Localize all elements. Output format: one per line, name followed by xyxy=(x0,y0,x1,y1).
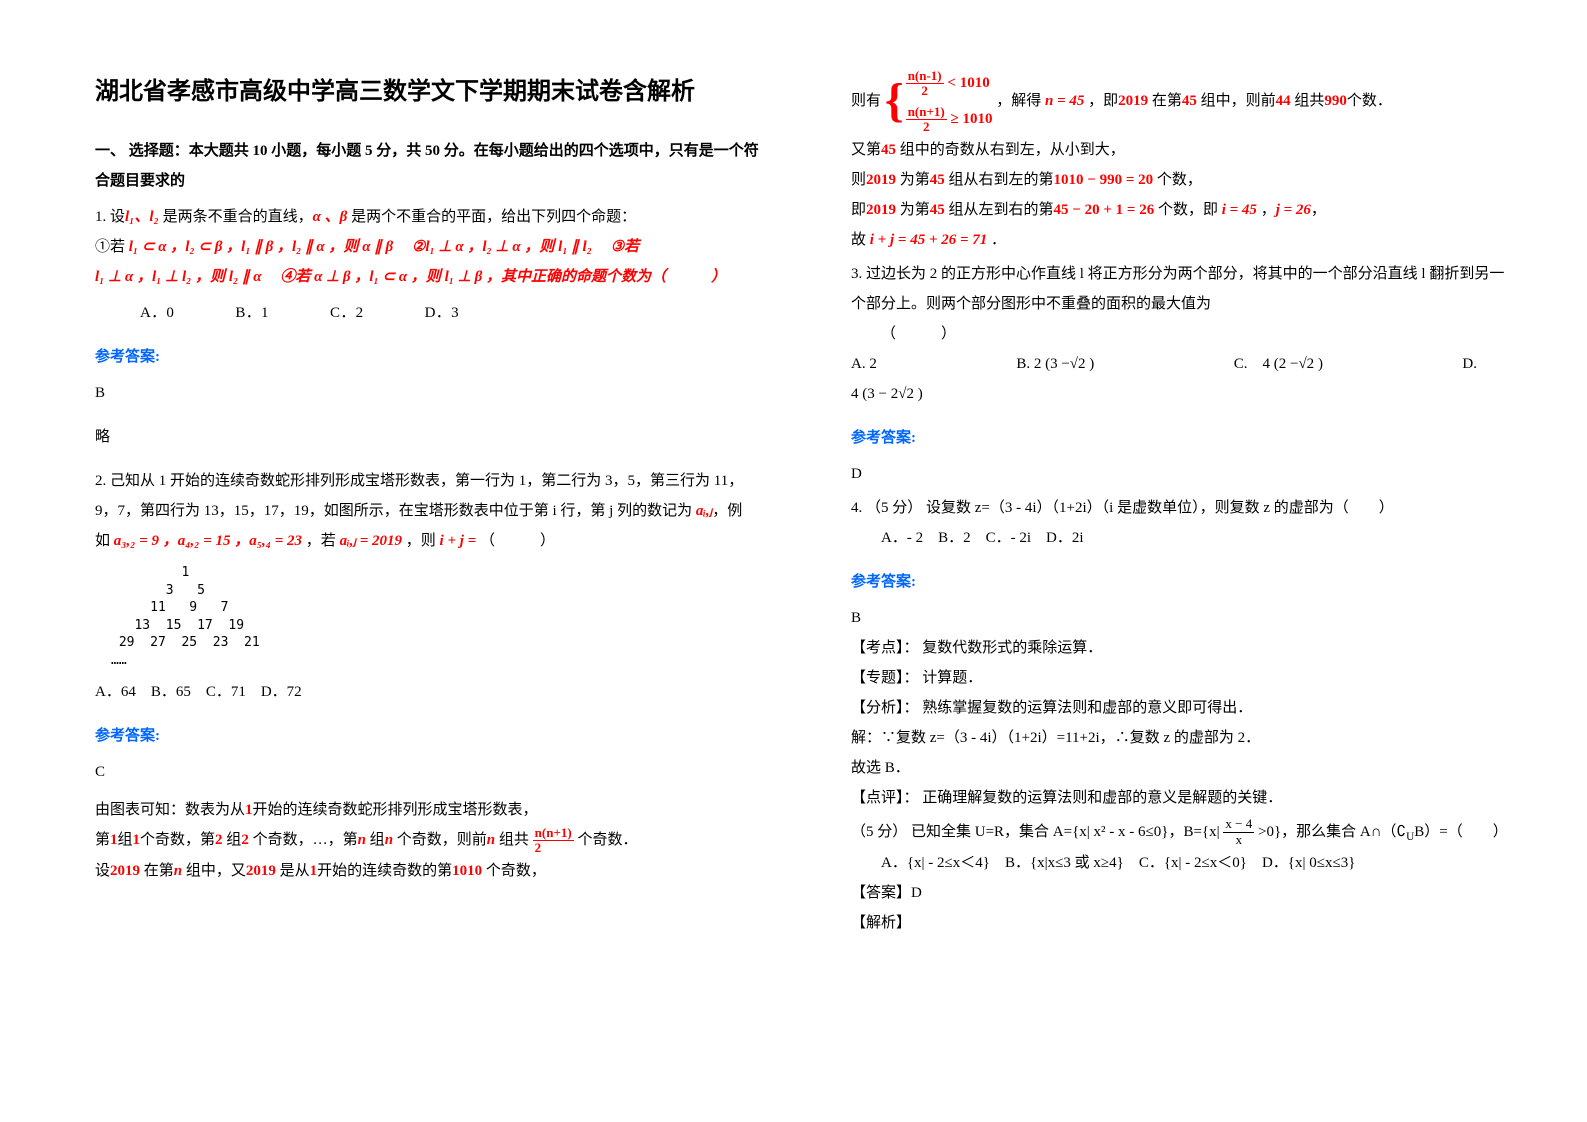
q4-therefore: 故选 B． xyxy=(851,753,1517,783)
q5-frac: x − 4x xyxy=(1223,817,1254,847)
q4-topic: 【专题】： 计算题． xyxy=(851,663,1517,693)
q2r-ineq: 则有 { n(n-1)2 < 1010 n(n+1)2 ≥ 1010 ，解得 n… xyxy=(851,68,1517,135)
answer-label-2: 参考答案: xyxy=(95,721,761,751)
q5-stem: （5 分） 已知全集 U=R，集合 A={x| x² - x - 6≤0}，B=… xyxy=(851,817,1517,849)
q3-options-row2: 4 (3 − 2√2 ) xyxy=(851,379,1517,409)
q2-eq1: a₃,₂ = 9 ，a₄,₂ = 15 ，a₅,₄ = 23 xyxy=(110,533,306,549)
frac-nn1: n(n+1)2 xyxy=(533,826,574,856)
q4-analyze: 【分析】： 熟练掌握复数的运算法则和虚部的意义即可得出． xyxy=(851,693,1517,723)
q1-props: l₁ ⊂ α ，l₂ ⊂ β ，l₁ ∥ β ，l₂ ∥ α ，则 α ∥ β … xyxy=(129,239,639,255)
q2-options: A．64 B．65 C．71 D．72 xyxy=(95,677,761,707)
q5-options: A．{x| - 2≤x＜4} B．{x|x≤3 或 x≥4} C．{x| - 2… xyxy=(851,848,1517,878)
q4-options: A．- 2 B．2 C．- 2i D．2i xyxy=(851,523,1517,553)
q1-props2: l₁ ⊥ α ，l₁ ⊥ l₂ ，则 l₂ ∥ α ④若 α ⊥ β ，l₁ ⊂… xyxy=(95,269,726,285)
q1-line2: ①若 l₁ ⊂ α ，l₂ ⊂ β ，l₁ ∥ β ，l₂ ∥ α ，则 α ∥… xyxy=(95,232,761,262)
brace-icon: { xyxy=(885,77,904,125)
q3-options-row1: A. 2 B. 2 (3 −√2 ) C. 4 (2 −√2 ) D. xyxy=(851,349,1517,379)
page-title: 湖北省孝感市高级中学高三数学文下学期期末试卷含解析 xyxy=(95,68,761,116)
pyramid-figure: 1 3 5 11 9 7 13 15 17 19 29 27 25 23 21 … xyxy=(111,564,761,669)
q2r-line3: 则2019 为第45 组从右到左的第1010 − 990 = 20 个数， xyxy=(851,165,1517,195)
q4-answer: B xyxy=(851,603,1517,633)
q4-comment: 【点评】： 正确理解复数的运算法则和虚部的意义是解题的关键． xyxy=(851,783,1517,813)
q1-explain: 略 xyxy=(95,422,761,452)
q3-answer: D xyxy=(851,459,1517,489)
q1-ab: α 、β xyxy=(313,209,348,225)
q2-eq2: aᵢ,ⱼ = 2019 xyxy=(336,533,406,549)
answer-label: 参考答案: xyxy=(95,342,761,372)
q3-stem: 3. 过边长为 2 的正方形中心作直线 l 将正方形分为两个部分，将其中的一个部… xyxy=(851,259,1517,319)
q4-stem: 4. （5 分） 设复数 z=（3 - 4i）（1+2i）（i 是虚数单位），则… xyxy=(851,493,1517,523)
q1-l12: l₁、l₂ xyxy=(125,209,159,225)
section-1-head: 一、 选择题：本大题共 10 小题，每小题 5 分，共 50 分。在每小题给出的… xyxy=(95,136,761,196)
q1-line3: l₁ ⊥ α ，l₁ ⊥ l₂ ，则 l₂ ∥ α ④若 α ⊥ β ，l₁ ⊂… xyxy=(95,262,761,292)
q1-stem: 1. 设l₁、l₂ 是两条不重合的直线，α 、β 是两个不重合的平面，给出下列四… xyxy=(95,202,761,232)
q1-answer: B xyxy=(95,378,761,408)
q2-stem1: 2. 己知从 1 开始的连续奇数蛇形排列形成宝塔形数表，第一行为 1，第二行为 … xyxy=(95,466,761,496)
q2-stem2: 9，7，第四行为 13，15，17，19，如图所示，在宝塔形数表中位于第 i 行… xyxy=(95,496,761,526)
q2-aij: aᵢ,ⱼ xyxy=(692,503,712,519)
q2-stem3: 如 a₃,₂ = 9 ，a₄,₂ = 15 ，a₅,₄ = 23 ，若 aᵢ,ⱼ… xyxy=(95,526,761,556)
q4-kp: 【考点】： 复数代数形式的乘除运算． xyxy=(851,633,1517,663)
q2r-line4: 即2019 为第45 组从左到右的第45 − 20 + 1 = 26 个数，即 … xyxy=(851,195,1517,225)
q2-exp3: 设2019 在第n 组中，又2019 是从1开始的连续奇数的第1010 个奇数， xyxy=(95,856,761,886)
q5-ans: 【答案】D xyxy=(851,878,1517,908)
answer-label-3: 参考答案: xyxy=(851,423,1517,453)
q5-exp: 【解析】 xyxy=(851,908,1517,938)
q1-options: A．0 B．1 C．2 D．3 xyxy=(140,298,761,328)
q2-exp2: 第1组1个奇数，第2 组2 个奇数，…，第n 组n 个奇数，则前n 组共 n(n… xyxy=(95,825,761,855)
q2-answer: C xyxy=(95,757,761,787)
q2-exp1: 由图表可知：数表为从1开始的连续奇数蛇形排列形成宝塔形数表， xyxy=(95,795,761,825)
q2r-line5: 故 i + j = 45 + 26 = 71 ． xyxy=(851,225,1517,255)
q2r-line2: 又第45 组中的奇数从右到左，从小到大， xyxy=(851,135,1517,165)
answer-label-4: 参考答案: xyxy=(851,567,1517,597)
q4-solve: 解：∵复数 z=（3 - 4i）（1+2i）=11+2i，∴复数 z 的虚部为 … xyxy=(851,723,1517,753)
q3-paren: （ ） xyxy=(851,319,1517,349)
q2-ij: i + j = xyxy=(436,533,480,549)
